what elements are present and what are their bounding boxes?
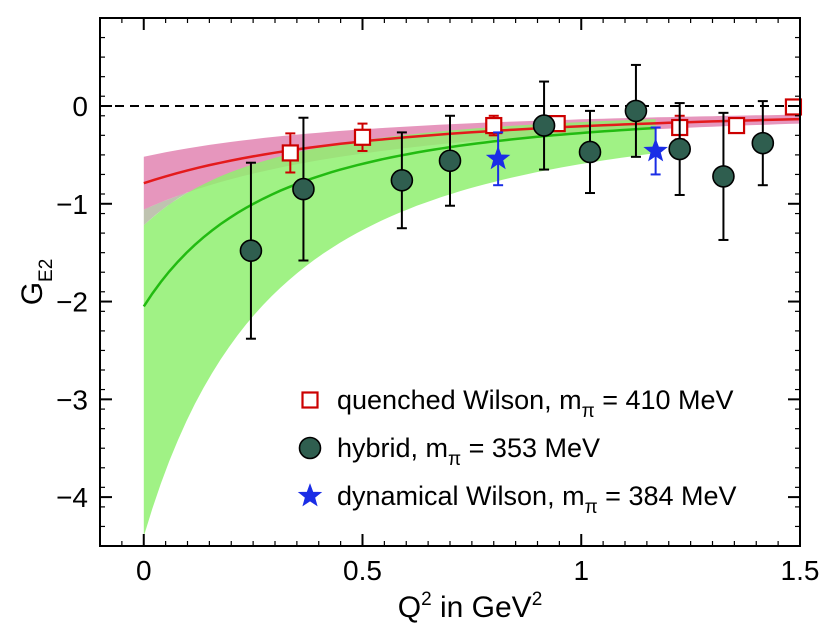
- fit-band-1: [143, 119, 656, 537]
- data-point: [281, 144, 299, 162]
- data-point: [727, 116, 746, 135]
- x-tick-label: 0.5: [343, 555, 382, 586]
- x-tick-label: 1: [573, 555, 589, 586]
- data-point: [485, 145, 511, 170]
- data-points: [239, 63, 803, 340]
- legend-marker: [297, 483, 323, 507]
- legend-marker: [298, 436, 322, 460]
- data-point: [624, 99, 648, 123]
- y-tick-label: −3: [56, 384, 88, 415]
- data-point: [712, 165, 735, 188]
- data-point: [485, 116, 503, 135]
- legend-entry-label: hybrid, mπ = 353 MeV: [337, 433, 600, 470]
- fit-curves: [142, 117, 800, 308]
- legend-marker: [301, 391, 319, 409]
- data-point: [353, 128, 372, 146]
- fit-curve-0: [143, 117, 800, 185]
- series-dynamical-Wilson: [485, 126, 668, 187]
- legend-entry-label: quenched Wilson, mπ = 410 MeV: [337, 385, 734, 422]
- y-tick-label: −1: [56, 189, 88, 220]
- data-point: [292, 177, 315, 201]
- y-tick-label: 0: [72, 91, 88, 122]
- data-point: [438, 149, 462, 173]
- x-tick-label: 0: [136, 555, 152, 586]
- y-tick-label: −4: [56, 482, 88, 513]
- data-point: [578, 140, 602, 164]
- data-point: [751, 131, 775, 155]
- y-tick-label: −2: [56, 287, 88, 318]
- legend: quenched Wilson, mπ = 410 MeV hybrid, mπ …: [297, 385, 737, 518]
- fit-band-0: [143, 114, 800, 210]
- series-hybrid: [239, 63, 775, 340]
- fit-curve-1: [142, 126, 656, 308]
- y-axis-title: GE2: [16, 259, 57, 306]
- legend-entry-label: dynamical Wilson, mπ = 384 MeV: [337, 481, 737, 518]
- error-bands: [143, 114, 800, 537]
- data-point: [668, 137, 691, 161]
- data-point: [239, 239, 263, 263]
- axis-tick-labels: 0 0.5 1 1.5 −4 −3 −2 −1 0: [56, 91, 819, 586]
- x-axis-title: Q2 in GeV2: [398, 589, 543, 624]
- axis-ticks: [99, 17, 801, 547]
- data-point: [643, 138, 668, 162]
- data-point: [532, 114, 556, 137]
- data-point: [390, 169, 414, 192]
- x-tick-label: 1.5: [781, 555, 820, 586]
